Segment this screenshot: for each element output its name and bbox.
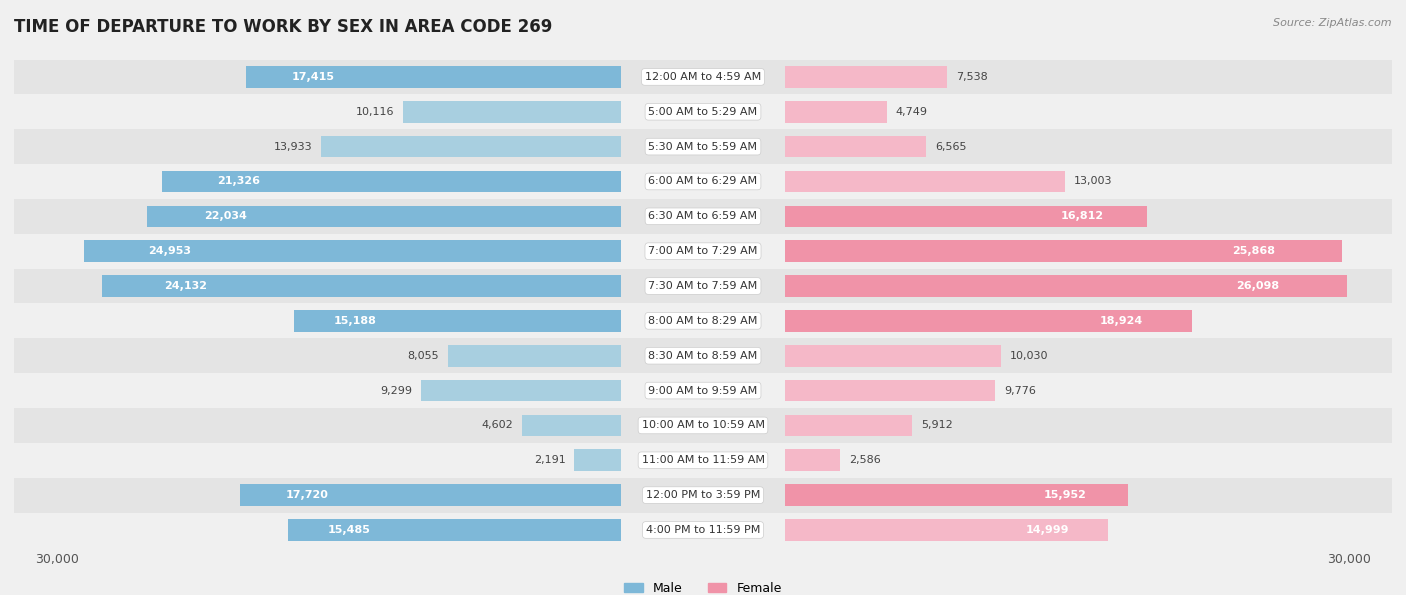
Bar [101,275,621,297]
Text: 8,055: 8,055 [408,350,439,361]
Bar [785,519,1108,541]
Text: 10,116: 10,116 [356,107,395,117]
Text: 15,188: 15,188 [333,316,377,326]
Text: 7:00 AM to 7:29 AM: 7:00 AM to 7:29 AM [648,246,758,256]
Bar [785,240,1341,262]
Bar [785,136,927,158]
Text: 9,776: 9,776 [1004,386,1036,396]
Bar [14,512,1392,547]
Bar [420,380,621,402]
Text: 4,749: 4,749 [896,107,928,117]
Bar [14,234,1392,268]
Legend: Male, Female: Male, Female [619,577,787,595]
Text: 2,191: 2,191 [534,455,565,465]
Text: 17,415: 17,415 [291,72,335,82]
Text: 6,565: 6,565 [935,142,966,152]
Text: 2,586: 2,586 [849,455,880,465]
Bar [785,484,1128,506]
Text: 14,999: 14,999 [1025,525,1069,535]
Text: 21,326: 21,326 [217,177,260,186]
Text: 25,868: 25,868 [1232,246,1275,256]
Text: 12:00 PM to 3:59 PM: 12:00 PM to 3:59 PM [645,490,761,500]
Text: 9,299: 9,299 [381,386,412,396]
Text: 12:00 AM to 4:59 AM: 12:00 AM to 4:59 AM [645,72,761,82]
Text: 9:00 AM to 9:59 AM: 9:00 AM to 9:59 AM [648,386,758,396]
Bar [785,205,1147,227]
Text: 8:30 AM to 8:59 AM: 8:30 AM to 8:59 AM [648,350,758,361]
Bar [785,310,1192,331]
Bar [239,484,621,506]
Text: 6:00 AM to 6:29 AM: 6:00 AM to 6:29 AM [648,177,758,186]
Text: 10:00 AM to 10:59 AM: 10:00 AM to 10:59 AM [641,421,765,430]
Bar [14,443,1392,478]
Bar [404,101,621,123]
Text: 5:00 AM to 5:29 AM: 5:00 AM to 5:29 AM [648,107,758,117]
Bar [785,380,995,402]
Text: 24,953: 24,953 [149,246,191,256]
Bar [785,275,1347,297]
Bar [785,171,1064,192]
Text: 5:30 AM to 5:59 AM: 5:30 AM to 5:59 AM [648,142,758,152]
Text: 4:00 PM to 11:59 PM: 4:00 PM to 11:59 PM [645,525,761,535]
Bar [321,136,621,158]
Bar [294,310,621,331]
Bar [14,478,1392,512]
Bar [162,171,621,192]
Bar [14,95,1392,129]
Bar [447,345,621,367]
Bar [246,66,621,87]
Text: 24,132: 24,132 [165,281,207,291]
Text: 10,030: 10,030 [1010,350,1047,361]
Bar [14,199,1392,234]
Bar [84,240,621,262]
Text: Source: ZipAtlas.com: Source: ZipAtlas.com [1274,18,1392,28]
Text: 5,912: 5,912 [921,421,952,430]
Bar [14,129,1392,164]
Bar [14,339,1392,373]
Bar [14,408,1392,443]
Bar [785,345,1001,367]
Bar [574,449,621,471]
Bar [14,303,1392,339]
Text: 22,034: 22,034 [204,211,246,221]
Bar [14,373,1392,408]
Text: 18,924: 18,924 [1099,316,1143,326]
Bar [288,519,621,541]
Text: 8:00 AM to 8:29 AM: 8:00 AM to 8:29 AM [648,316,758,326]
Text: 15,952: 15,952 [1045,490,1087,500]
Bar [785,66,948,87]
Text: 13,933: 13,933 [274,142,312,152]
Bar [522,415,621,436]
Text: 13,003: 13,003 [1073,177,1112,186]
Bar [785,101,887,123]
Text: 6:30 AM to 6:59 AM: 6:30 AM to 6:59 AM [648,211,758,221]
Text: 11:00 AM to 11:59 AM: 11:00 AM to 11:59 AM [641,455,765,465]
Bar [14,60,1392,95]
Bar [785,415,912,436]
Text: TIME OF DEPARTURE TO WORK BY SEX IN AREA CODE 269: TIME OF DEPARTURE TO WORK BY SEX IN AREA… [14,18,553,36]
Text: 7:30 AM to 7:59 AM: 7:30 AM to 7:59 AM [648,281,758,291]
Text: 15,485: 15,485 [328,525,371,535]
Text: 26,098: 26,098 [1236,281,1279,291]
Text: 17,720: 17,720 [285,490,329,500]
Bar [14,268,1392,303]
Bar [785,449,841,471]
Bar [146,205,621,227]
Bar [14,164,1392,199]
Text: 16,812: 16,812 [1060,211,1104,221]
Text: 7,538: 7,538 [956,72,987,82]
Text: 4,602: 4,602 [482,421,513,430]
